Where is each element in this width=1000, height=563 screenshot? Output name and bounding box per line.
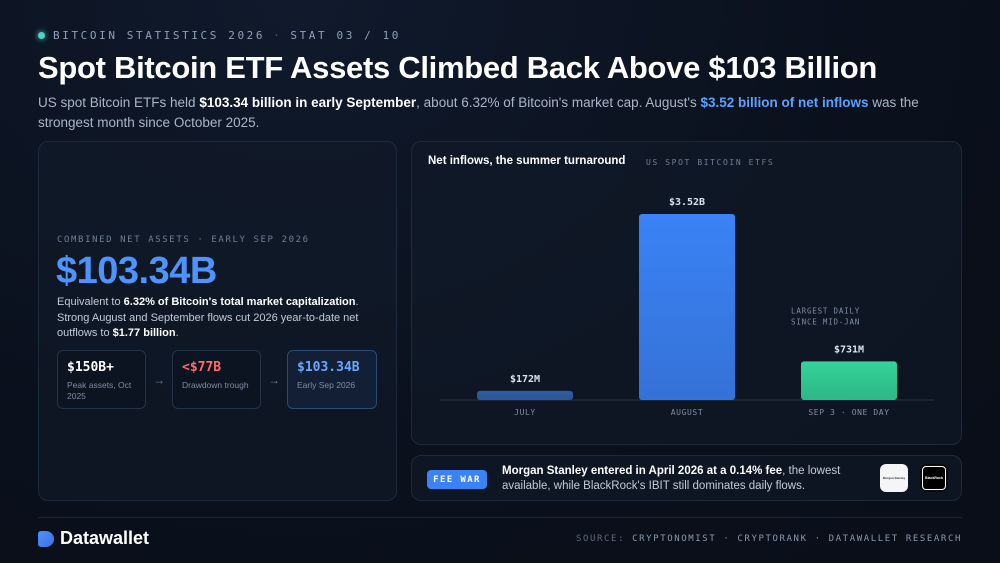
subtitle-part: , about 6.32% of Bitcoin's market cap. A… <box>416 95 701 110</box>
fee-war-badge: FEE WAR <box>427 470 487 489</box>
inflows-chart-card: $172M JULY $3.52B AUGUST $731M SEP 3 · ONE DA… <box>411 141 962 445</box>
inflows-bar-chart: $172M JULY $3.52B AUGUST $731M SEP 3 · ONE DA… <box>440 197 934 417</box>
eyebrow-stat: STAT 03 / 10 <box>290 29 402 42</box>
page-subtitle: US spot Bitcoin ETFs held $103.34 billio… <box>38 93 938 133</box>
kpi-desc-part: . <box>175 327 179 339</box>
assets-card: COMBINED NET ASSETS · EARLY SEP 2026 $10… <box>38 141 397 501</box>
kpi-label: COMBINED NET ASSETS · EARLY SEP 2026 <box>57 235 310 245</box>
fee-war-card: FEE WAR Morgan Stanley entered in April … <box>411 455 962 501</box>
subtitle-bold: $103.34 billion in early September <box>199 95 417 110</box>
step-label: Early Sep 2026 <box>297 380 356 390</box>
step-value: $150B+ <box>67 360 114 375</box>
arrow-right-icon: → <box>153 372 165 387</box>
brand-name: Datawallet <box>60 528 150 548</box>
category-label: SEP 3 · ONE DAY <box>808 408 889 417</box>
datawallet-logo-icon <box>38 530 54 547</box>
arrow-right-icon: → <box>268 372 280 387</box>
blackrock-logo: BlackRock <box>920 464 948 492</box>
step-label: Drawdown trough <box>182 380 249 390</box>
kpi-value: $103.34B <box>56 250 217 292</box>
kpi-desc-part: . Strong August and September flows cut … <box>57 296 359 339</box>
fee-bold: Morgan Stanley entered in April 2026 at … <box>502 465 783 477</box>
bar-value-label: $731M <box>834 344 864 355</box>
source-list: CRYPTONOMIST · CRYPTORANK · DATAWALLET R… <box>632 534 962 544</box>
subtitle-part: was the strongest month since October 20… <box>38 95 919 130</box>
bar-0 <box>477 390 573 400</box>
source-key: SOURCE: <box>575 534 626 544</box>
kpi-description: Equivalent to 6.32% of Bitcoin's total m… <box>57 295 377 342</box>
chart-subtitle: US SPOT BITCOIN ETFS <box>646 158 775 167</box>
status-dot <box>38 32 45 39</box>
kpi-desc-part: Equivalent to <box>57 296 124 308</box>
category-label: AUGUST <box>671 408 704 417</box>
kpi-desc-bold: 6.32% of Bitcoin's total market capitali… <box>123 296 356 308</box>
step-peak: $150B+ Peak assets, Oct 2025 <box>57 350 146 409</box>
annotation-line: LARGEST DAILY <box>791 306 860 315</box>
source-line: SOURCE: CRYPTONOMIST · CRYPTORANK · DATA… <box>576 534 962 544</box>
brand: Datawallet <box>38 528 149 549</box>
eyebrow: BITCOIN STATISTICS 2026 · STAT 03 / 10 <box>38 29 401 42</box>
step-current: $103.34B Early Sep 2026 <box>287 350 377 409</box>
step-value: $103.34B <box>297 360 360 375</box>
step-label: Peak assets, Oct 2025 <box>67 380 132 401</box>
bar-2 <box>801 361 897 400</box>
step-trough: <$77B Drawdown trough <box>172 350 261 409</box>
step-value: <$77B <box>182 360 222 375</box>
blackrock-logo-text: BlackRock <box>923 467 945 489</box>
eyebrow-separator: · <box>273 29 283 42</box>
subtitle-part: US spot Bitcoin ETFs held <box>38 95 200 110</box>
page-title: Spot Bitcoin ETF Assets Climbed Back Abo… <box>38 50 878 85</box>
fee-rest: , the lowest available, while BlackRock'… <box>502 465 841 492</box>
kpi-desc-bold: $1.77 billion <box>112 327 176 339</box>
bar-value-label: $3.52B <box>669 197 705 208</box>
fee-war-text: Morgan Stanley entered in April 2026 at … <box>502 464 872 494</box>
eyebrow-section: BITCOIN STATISTICS 2026 <box>53 29 266 42</box>
category-label: JULY <box>514 408 536 417</box>
asset-timeline: $150B+ Peak assets, Oct 2025 → <$77B Dra… <box>57 350 377 409</box>
subtitle-highlight: $3.52 billion of net inflows <box>700 95 869 110</box>
bar-1 <box>639 214 735 400</box>
chart-title: Net inflows, the summer turnaround <box>428 155 626 167</box>
morgan-stanley-logo: Morgan Stanley <box>880 464 908 492</box>
bar-value-label: $172M <box>510 374 540 385</box>
annotation-line: SINCE MID-JAN <box>791 317 860 326</box>
footer-divider <box>38 517 962 518</box>
